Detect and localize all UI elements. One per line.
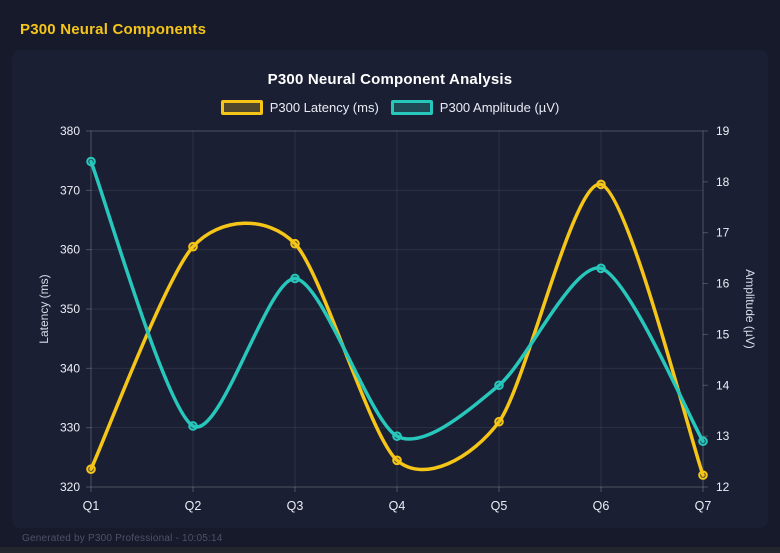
data-point-latency	[188, 241, 198, 252]
data-point-amplitude	[86, 156, 96, 167]
svg-text:350: 350	[60, 302, 80, 316]
footer-status-text: Generated by P300 Professional - 10:05:1…	[22, 533, 223, 544]
chart-legend: P300 Latency (ms) P300 Amplitude (µV)	[12, 100, 768, 115]
svg-text:14: 14	[716, 378, 730, 392]
svg-text:380: 380	[60, 124, 80, 138]
data-point-latency	[494, 416, 504, 427]
data-point-latency	[392, 455, 402, 466]
svg-text:12: 12	[716, 480, 730, 494]
legend-swatch-amplitude-icon	[390, 100, 433, 115]
svg-text:Latency (ms): Latency (ms)	[37, 274, 51, 343]
svg-text:15: 15	[716, 327, 730, 341]
data-point-latency	[290, 238, 300, 249]
chart-card: P300 Neural Component Analysis P300 Late…	[12, 50, 768, 528]
svg-text:Q4: Q4	[389, 499, 406, 513]
data-point-latency	[86, 464, 96, 475]
chart-title: P300 Neural Component Analysis	[267, 71, 513, 88]
data-point-amplitude	[698, 436, 708, 447]
series-amplitude	[86, 156, 708, 447]
data-point-amplitude	[596, 263, 606, 274]
page-title: P300 Neural Components	[20, 21, 207, 38]
legend-swatch-latency-icon	[220, 100, 263, 115]
legend-label-amplitude: P300 Amplitude (µV)	[439, 100, 560, 115]
svg-text:340: 340	[60, 361, 80, 375]
svg-text:Q3: Q3	[287, 499, 304, 513]
svg-text:17: 17	[716, 226, 730, 240]
svg-text:Q1: Q1	[83, 499, 100, 513]
data-point-latency	[698, 470, 708, 480]
svg-text:370: 370	[60, 183, 80, 197]
svg-text:18: 18	[716, 175, 730, 189]
legend-item-latency[interactable]: P300 Latency (ms)	[220, 100, 379, 115]
data-point-amplitude	[290, 273, 300, 284]
legend-label-latency: P300 Latency (ms)	[269, 100, 379, 115]
data-point-latency	[596, 179, 606, 190]
svg-text:Q6: Q6	[593, 499, 610, 513]
svg-text:16: 16	[716, 277, 730, 291]
line-chart-canvas[interactable]: 320 330 340 350 360 370 380 12 13 14 15 16 17 18 19 Q1 Q…	[12, 118, 768, 520]
data-point-amplitude	[392, 431, 402, 441]
series-latency	[86, 179, 708, 480]
data-point-amplitude	[188, 421, 198, 431]
svg-text:Q5: Q5	[491, 499, 508, 513]
window-edge-strip	[0, 547, 780, 553]
svg-text:19: 19	[716, 124, 730, 138]
legend-item-amplitude[interactable]: P300 Amplitude (µV)	[390, 100, 560, 115]
svg-text:Q2: Q2	[185, 499, 202, 513]
svg-text:13: 13	[716, 429, 730, 443]
svg-text:320: 320	[60, 480, 80, 494]
svg-text:330: 330	[60, 421, 80, 435]
series	[86, 156, 708, 480]
data-point-amplitude	[494, 380, 504, 391]
svg-text:Q7: Q7	[695, 499, 712, 513]
axes: 320 330 340 350 360 370 380 12 13 14 15 16 17 18 19 Q1 Q…	[37, 124, 757, 513]
svg-text:Amplitude (µV): Amplitude (µV)	[743, 269, 757, 349]
svg-text:360: 360	[60, 243, 80, 257]
